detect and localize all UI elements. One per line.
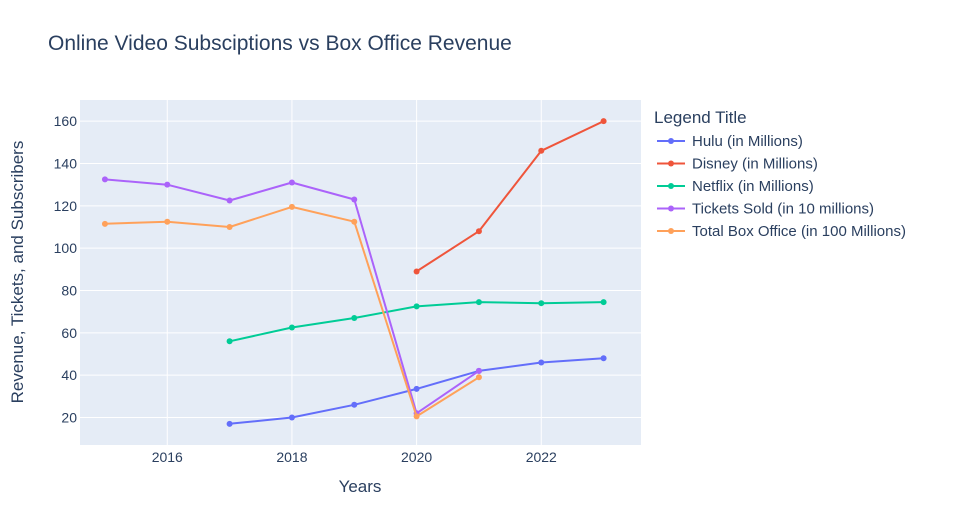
data-point xyxy=(226,223,233,230)
data-point xyxy=(475,374,482,381)
series-line xyxy=(416,120,605,273)
series-group xyxy=(413,118,607,275)
legend-item[interactable]: Total Box Office (in 100 Millions) xyxy=(657,223,906,240)
data-point xyxy=(600,118,607,125)
data-point xyxy=(288,324,295,331)
grid-lines xyxy=(80,100,641,445)
y-tick-label: 100 xyxy=(54,240,78,256)
data-point xyxy=(288,203,295,210)
axis-ticks: 20 40 60 80 100 120 140 160 2016 2018 2020 2022 xyxy=(54,113,557,465)
series-group xyxy=(101,203,482,420)
data-point xyxy=(101,176,108,183)
data-point xyxy=(538,147,545,154)
x-tick-label: 2018 xyxy=(276,449,307,465)
data-point xyxy=(475,228,482,235)
legend-item[interactable]: Hulu (in Millions) xyxy=(657,133,803,150)
y-tick-label: 160 xyxy=(54,113,78,129)
y-axis-label: Revenue, Tickets, and Subscribers xyxy=(8,141,27,404)
data-point xyxy=(351,196,358,203)
legend-item[interactable]: Disney (in Millions) xyxy=(657,156,818,173)
data-point xyxy=(288,179,295,186)
x-tick-label: 2022 xyxy=(526,449,557,465)
data-point xyxy=(413,268,420,275)
legend-label: Disney (in Millions) xyxy=(692,156,818,173)
legend-label: Total Box Office (in 100 Millions) xyxy=(692,223,906,240)
chart-title: Online Video Subsciptions vs Box Office … xyxy=(48,32,512,55)
y-tick-label: 140 xyxy=(54,155,78,171)
data-point xyxy=(226,197,233,204)
x-axis-label: Years xyxy=(339,477,382,496)
legend-marker xyxy=(668,138,674,144)
data-point xyxy=(226,338,233,345)
legend[interactable]: Legend Title Hulu (in Millions) Disney (i… xyxy=(654,108,906,240)
legend-title: Legend Title xyxy=(654,108,747,127)
data-point xyxy=(600,355,607,362)
y-tick-label: 80 xyxy=(61,282,77,298)
data-point xyxy=(475,367,482,374)
series-lines xyxy=(101,118,607,427)
legend-label: Hulu (in Millions) xyxy=(692,133,803,150)
data-point xyxy=(288,414,295,421)
data-point xyxy=(226,420,233,427)
legend-marker xyxy=(668,205,674,212)
data-point xyxy=(101,220,108,227)
legend-marker xyxy=(668,228,674,234)
legend-marker xyxy=(668,160,674,167)
legend-item[interactable]: Tickets Sold (in 10 millions) xyxy=(657,201,874,218)
data-point xyxy=(413,385,420,392)
x-tick-label: 2020 xyxy=(401,449,432,465)
data-point xyxy=(164,218,171,225)
data-point xyxy=(351,218,358,225)
data-point xyxy=(351,315,358,322)
legend-items: Hulu (in Millions) Disney (in Millions) Ne… xyxy=(657,133,906,240)
series-group xyxy=(226,299,607,345)
data-point xyxy=(413,303,420,310)
legend-marker xyxy=(668,183,674,189)
data-point xyxy=(351,401,358,408)
data-point xyxy=(538,359,545,366)
data-point xyxy=(475,299,482,306)
legend-label: Netflix (in Millions) xyxy=(692,178,814,195)
y-tick-label: 40 xyxy=(61,367,77,383)
x-tick-label: 2016 xyxy=(152,449,183,465)
y-tick-label: 120 xyxy=(54,198,78,214)
data-point xyxy=(600,299,607,306)
y-tick-label: 60 xyxy=(61,325,77,341)
data-point xyxy=(164,181,171,188)
plot-area xyxy=(80,100,641,445)
legend-item[interactable]: Netflix (in Millions) xyxy=(657,178,814,195)
data-point xyxy=(538,300,545,307)
y-tick-label: 20 xyxy=(61,409,77,425)
data-point xyxy=(413,413,420,420)
legend-label: Tickets Sold (in 10 millions) xyxy=(692,201,874,218)
